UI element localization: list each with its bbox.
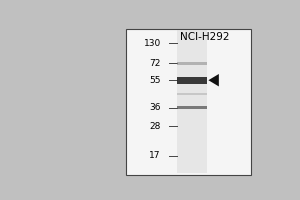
Bar (177, 30, 207, 173)
Bar (177, 106, 207, 109)
Bar (126, 29, 251, 175)
Text: 36: 36 (149, 103, 161, 112)
Bar (177, 93, 207, 95)
Text: 28: 28 (149, 122, 161, 131)
Bar (177, 62, 207, 65)
Text: 55: 55 (149, 76, 161, 85)
Text: 130: 130 (143, 39, 161, 48)
Text: NCI-H292: NCI-H292 (180, 32, 230, 42)
Polygon shape (208, 74, 219, 86)
Bar (177, 77, 207, 84)
Text: 72: 72 (149, 59, 161, 68)
Text: 17: 17 (149, 151, 161, 160)
